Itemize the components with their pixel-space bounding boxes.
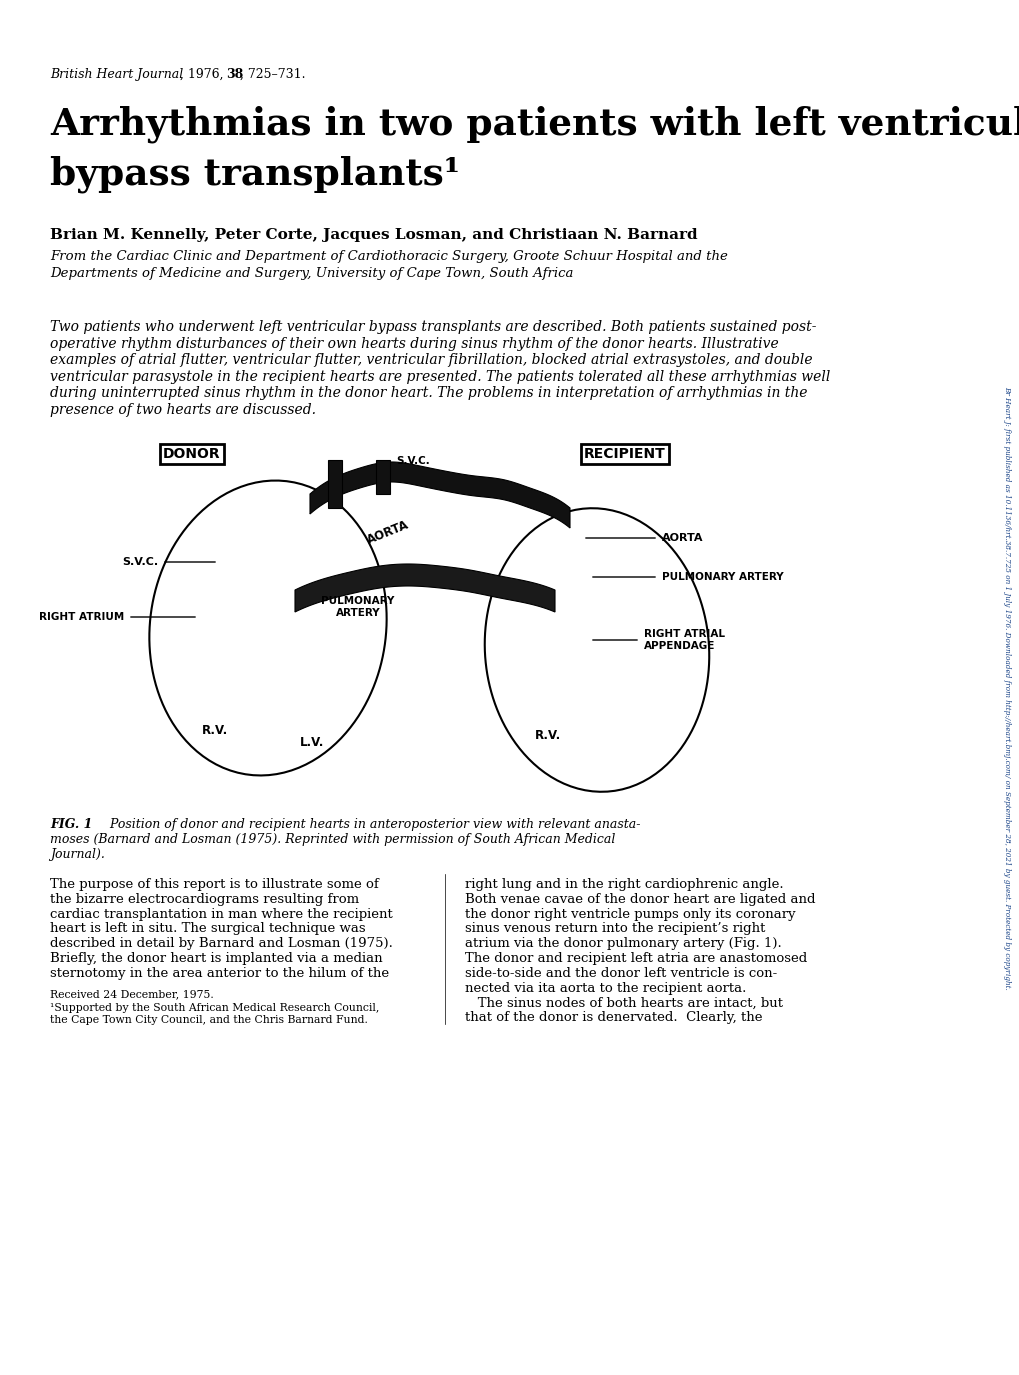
Text: R.V.: R.V.: [534, 729, 560, 741]
Text: side-to-side and the donor left ventricle is con-: side-to-side and the donor left ventricl…: [465, 967, 776, 980]
Text: Both venae cavae of the donor heart are ligated and: Both venae cavae of the donor heart are …: [465, 892, 815, 906]
Text: AORTA: AORTA: [661, 534, 703, 543]
Polygon shape: [149, 481, 386, 775]
Text: during uninterrupted sinus rhythm in the donor heart. The problems in interpreta: during uninterrupted sinus rhythm in the…: [50, 386, 807, 400]
Text: R.V.: R.V.: [202, 723, 228, 737]
Text: ¹Supported by the South African Medical Research Council,: ¹Supported by the South African Medical …: [50, 1002, 379, 1012]
Text: AORTA: AORTA: [365, 518, 411, 546]
Text: heart is left in situ. The surgical technique was: heart is left in situ. The surgical tech…: [50, 923, 365, 935]
Text: PULMONARY ARTERY: PULMONARY ARTERY: [661, 572, 783, 582]
Text: the bizarre electrocardiograms resulting from: the bizarre electrocardiograms resulting…: [50, 892, 359, 906]
Text: cardiac transplantation in man where the recipient: cardiac transplantation in man where the…: [50, 908, 392, 921]
Text: moses (Barnard and Losman (1975). Reprinted with permission of South African Med: moses (Barnard and Losman (1975). Reprin…: [50, 833, 614, 846]
Text: 38: 38: [226, 67, 243, 81]
Text: bypass transplants¹: bypass transplants¹: [50, 155, 460, 192]
Text: Brian M. Kennelly, Peter Corte, Jacques Losman, and Christiaan N. Barnard: Brian M. Kennelly, Peter Corte, Jacques …: [50, 228, 697, 242]
Text: Briefly, the donor heart is implanted via a median: Briefly, the donor heart is implanted vi…: [50, 951, 382, 965]
Text: Position of donor and recipient hearts in anteroposterior view with relevant ana: Position of donor and recipient hearts i…: [98, 818, 640, 830]
Text: right lung and in the right cardiophrenic angle.: right lung and in the right cardiophreni…: [465, 879, 783, 891]
Text: operative rhythm disturbances of their own hearts during sinus rhythm of the don: operative rhythm disturbances of their o…: [50, 337, 777, 351]
Text: S.V.C.: S.V.C.: [395, 456, 429, 466]
Text: Journal).: Journal).: [50, 848, 105, 861]
Text: RECIPIENT: RECIPIENT: [584, 447, 665, 461]
Text: presence of two hearts are discussed.: presence of two hearts are discussed.: [50, 403, 316, 417]
Text: Received 24 December, 1975.: Received 24 December, 1975.: [50, 990, 214, 1000]
Text: that of the donor is denervated.  Clearly, the: that of the donor is denervated. Clearly…: [465, 1011, 762, 1024]
Text: RIGHT ATRIUM: RIGHT ATRIUM: [39, 612, 124, 622]
Polygon shape: [328, 461, 341, 507]
Text: sinus venous return into the recipient’s right: sinus venous return into the recipient’s…: [465, 923, 764, 935]
Text: DONOR: DONOR: [163, 447, 220, 461]
Text: , 725–731.: , 725–731.: [239, 67, 306, 81]
Text: PULMONARY
ARTERY: PULMONARY ARTERY: [321, 597, 394, 617]
Text: atrium via the donor pulmonary artery (Fig. 1).: atrium via the donor pulmonary artery (F…: [465, 938, 781, 950]
Text: the donor right ventricle pumps only its coronary: the donor right ventricle pumps only its…: [465, 908, 795, 921]
Text: Arrhythmias in two patients with left ventricular: Arrhythmias in two patients with left ve…: [50, 104, 1019, 143]
Text: nected via ita aorta to the recipient aorta.: nected via ita aorta to the recipient ao…: [465, 982, 746, 994]
Polygon shape: [376, 461, 389, 494]
Text: The purpose of this report is to illustrate some of: The purpose of this report is to illustr…: [50, 879, 378, 891]
Text: , 1976,: , 1976,: [179, 67, 227, 81]
Polygon shape: [294, 564, 554, 612]
Text: Departments of Medicine and Surgery, University of Cape Town, South Africa: Departments of Medicine and Surgery, Uni…: [50, 267, 573, 280]
Text: RIGHT ATRIAL
APPENDAGE: RIGHT ATRIAL APPENDAGE: [643, 630, 725, 650]
Text: British Heart Journal: British Heart Journal: [50, 67, 183, 81]
Polygon shape: [484, 509, 708, 792]
Text: sternotomy in the area anterior to the hilum of the: sternotomy in the area anterior to the h…: [50, 967, 388, 980]
Text: described in detail by Barnard and Losman (1975).: described in detail by Barnard and Losma…: [50, 938, 392, 950]
Text: FIG. 1: FIG. 1: [50, 818, 93, 830]
Text: Two patients who underwent left ventricular bypass transplants are described. Bo: Two patients who underwent left ventricu…: [50, 320, 815, 334]
Text: S.V.C.: S.V.C.: [121, 557, 158, 566]
Polygon shape: [310, 462, 570, 528]
Text: the Cape Town City Council, and the Chris Barnard Fund.: the Cape Town City Council, and the Chri…: [50, 1015, 368, 1024]
Text: Br Heart J: first published as 10.1136/hrt.38.7.725 on 1 July 1976. Downloaded f: Br Heart J: first published as 10.1136/h…: [1002, 386, 1010, 990]
Text: ventricular parasystole in the recipient hearts are presented. The patients tole: ventricular parasystole in the recipient…: [50, 370, 829, 384]
Text: The sinus nodes of both hearts are intact, but: The sinus nodes of both hearts are intac…: [465, 997, 783, 1009]
Text: The donor and recipient left atria are anastomosed: The donor and recipient left atria are a…: [465, 951, 806, 965]
Text: From the Cardiac Clinic and Department of Cardiothoracic Surgery, Groote Schuur : From the Cardiac Clinic and Department o…: [50, 250, 728, 263]
Text: L.V.: L.V.: [300, 736, 324, 748]
Text: examples of atrial flutter, ventricular flutter, ventricular fibrillation, block: examples of atrial flutter, ventricular …: [50, 353, 812, 367]
